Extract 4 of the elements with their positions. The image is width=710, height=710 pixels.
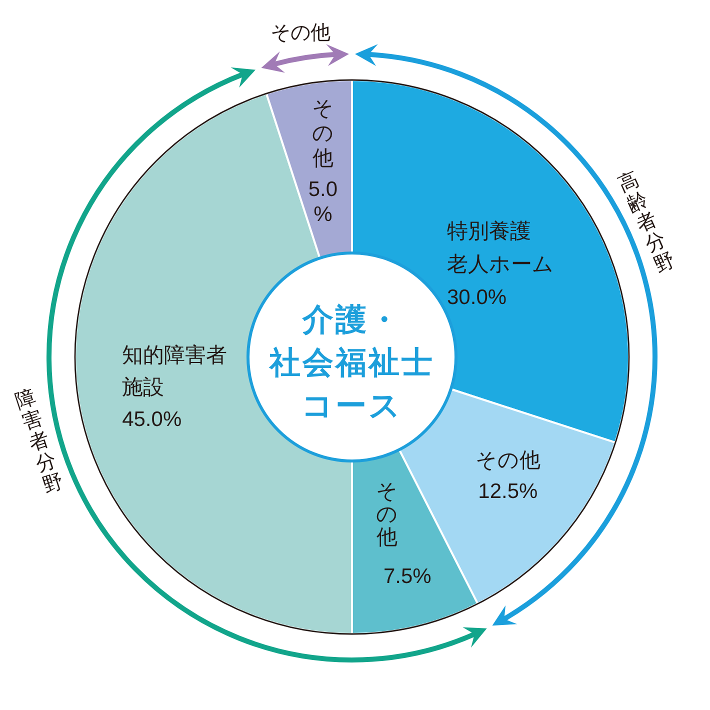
annotation: 高齢者分野 (615, 168, 678, 277)
title: 介護・社会福祉士コース (270, 302, 434, 423)
annotation: 障害者分野 (12, 386, 66, 498)
annotation: その他 (270, 22, 331, 44)
